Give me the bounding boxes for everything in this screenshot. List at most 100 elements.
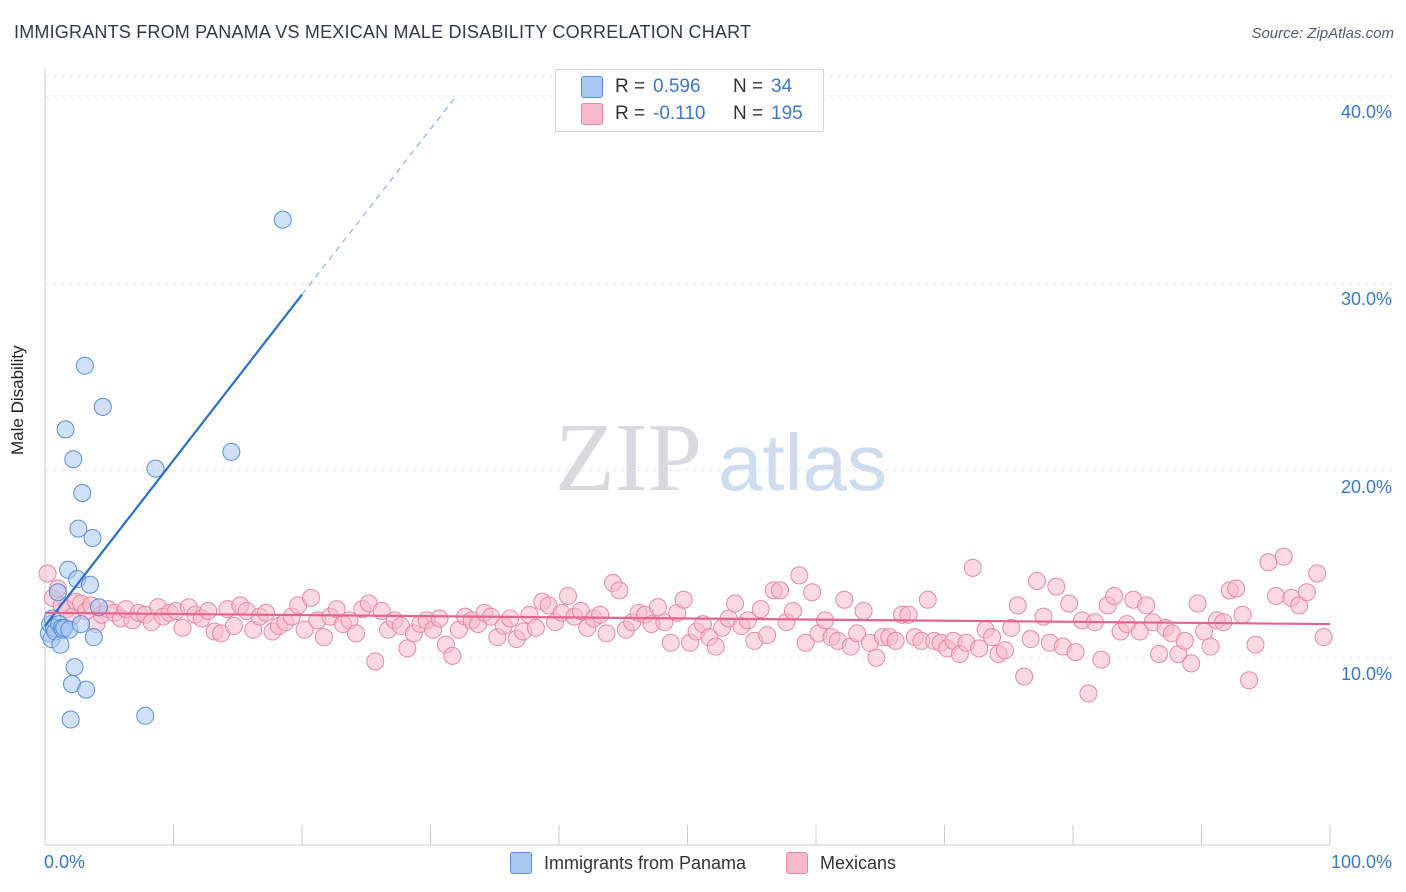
mexicans-point [1246,635,1265,654]
source-credit: Source: ZipAtlas.com [1251,25,1394,42]
mexicans-point [1092,650,1111,669]
mexicans-point [796,633,815,652]
mexicans-point [648,598,667,617]
mexicans-point [1008,596,1027,615]
y-axis-label: Male Disability [8,345,27,455]
legend-swatch-mexicans [581,103,603,125]
mexicans-point [1047,577,1066,596]
x-tick-label-max: 100.0% [1330,852,1392,872]
panama-point [64,450,83,469]
mexicans-point [443,646,462,665]
mexicans-point [963,558,982,577]
chart-title: IMMIGRANTS FROM PANAMA VS MEXICAN MALE D… [14,22,752,42]
legend-r-label: R = [615,76,646,97]
mexicans-point [1188,594,1207,613]
panama-point [136,706,155,725]
mexicans-point [1297,583,1316,602]
mexicans-point [1267,586,1286,605]
grid-layer [45,76,1392,659]
mexicans-point [758,626,777,645]
mexicans-point [706,637,725,656]
mexicans-point [1021,630,1040,649]
panama-point [222,442,241,461]
panama-point [146,459,165,478]
mexicans-point [1060,594,1079,613]
mexicans-point [1308,564,1327,583]
mexicans-point [1137,596,1156,615]
mexicans-point [835,590,854,609]
y-tick-label: 30.0% [1340,289,1392,310]
panama-point [65,658,84,677]
legend-n-label: N = [733,103,764,124]
mexicans-point [983,628,1002,647]
panama-point [51,635,70,654]
panama-point [56,420,75,439]
mexicans-point [1105,586,1124,605]
panama-point [93,397,112,416]
mexicans-point [790,566,809,585]
mexicans-point [558,586,577,605]
panama-point [77,680,96,699]
mexicans-point [295,620,314,639]
panama-point [75,356,94,375]
stats-legend: R = 0.596 N = 34 R = -0.110 N = 195 [555,69,824,132]
y-tick-label: 40.0% [1340,102,1392,123]
mexicans-point [1240,671,1259,690]
panama-point [83,528,102,547]
mexicans-point [1227,579,1246,598]
panama-point [61,710,80,729]
legend-n-value: 195 [771,103,803,124]
panama-trend-extension [301,95,457,295]
mexicans-point [751,600,770,619]
trend-lines [44,95,1331,627]
mexicans-point [1314,628,1333,647]
panama-trend-line [44,293,303,627]
mexicans-point [257,603,276,622]
mexicans-point [199,601,218,620]
legend-r-value: 0.596 [653,76,701,97]
mexicans-point [526,618,545,637]
mexicans-point [995,641,1014,660]
mexicans-point [301,588,320,607]
mexicans-point [346,624,365,643]
mexicans-point [224,616,243,635]
mexicans-point [1259,553,1278,572]
mexicans-point [1015,667,1034,686]
panama-point [69,519,88,538]
mexicans-point [1028,572,1047,591]
mexicans-point [970,639,989,658]
mexicans-point [591,605,610,624]
mexicans-point [918,590,937,609]
mexicans-point [886,631,905,650]
mexicans-point [1066,643,1085,662]
legend-n-value: 34 [771,76,793,97]
y-tick-label: 20.0% [1340,476,1392,497]
mexicans-point [327,600,346,619]
mexicans-point [1274,547,1293,566]
mexicans-point [803,583,822,602]
mexicans-point [610,581,629,600]
mexicans-trend-line [44,611,1331,626]
mexicans-point [1079,684,1098,703]
legend-n-label: N = [733,76,764,97]
legend-item-mexicans: Mexicans [786,852,896,874]
watermark: ZIP atlas [555,404,887,512]
mexicans-point [1233,605,1252,624]
mexicans-point [661,633,680,652]
mexicans-point [848,624,867,643]
mexicans-points [38,547,1333,703]
legend-label-panama: Immigrants from Panama [543,852,747,873]
legend-swatch-panama [581,76,603,98]
mexicans-point [867,648,886,667]
mexicans-point [314,628,333,647]
mexicans-point [738,611,757,630]
panama-point [71,615,90,634]
watermark-atlas: atlas [718,418,887,507]
mexicans-point [1175,631,1194,650]
mexicans-point [1182,654,1201,673]
mexicans-point [398,639,417,658]
x-tick-label-min: 0.0% [44,852,86,872]
mexicans-point [1150,645,1169,664]
y-tick-label: 10.0% [1340,663,1392,684]
